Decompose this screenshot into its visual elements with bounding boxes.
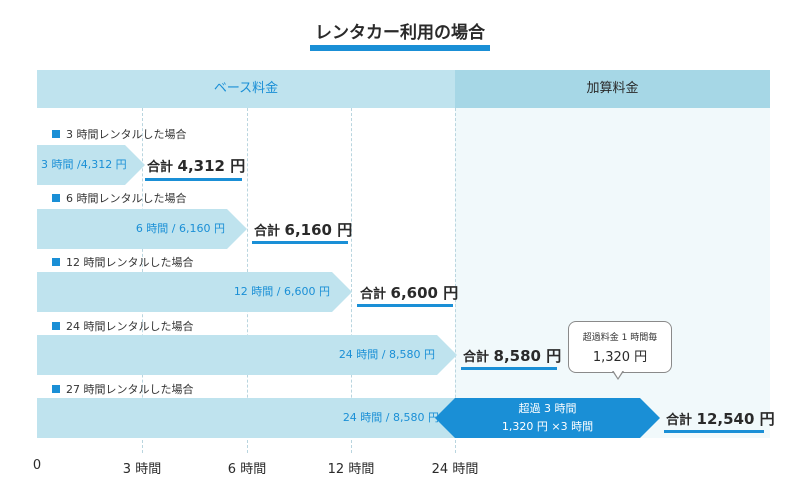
row-label-24h: 24 時間レンタルした場合 xyxy=(52,318,194,334)
bullet-square-icon xyxy=(52,322,60,330)
total-24h: 合計 8,580 円 xyxy=(463,347,562,365)
axis-label-12h: 12 時間 xyxy=(327,462,375,477)
bar-3h-label: 3 時間 /4,312 円 xyxy=(41,158,127,171)
axis-label-24h: 24 時間 xyxy=(431,462,479,477)
base-fee-label: ベース料金 xyxy=(213,81,279,96)
overage-line2: 1,320 円 ×3 時間 xyxy=(501,420,594,433)
total-27h-underline xyxy=(664,430,764,433)
overage-rate-callout: 超過料金 1 時間毎 1,320 円 xyxy=(568,321,672,373)
bar-3h: 3 時間 /4,312 円 xyxy=(37,145,145,185)
diagram-title: レンタカー利用の場合 xyxy=(315,23,485,43)
bullet-square-icon xyxy=(52,194,60,202)
total-3h-underline xyxy=(145,178,242,181)
bar-6h: 6 時間 / 6,160 円 xyxy=(37,209,247,249)
row-label-27h: 27 時間レンタルした場合 xyxy=(52,381,194,397)
callout-line2: 1,320 円 xyxy=(592,350,648,365)
total-12h: 合計 6,600 円 xyxy=(360,284,459,302)
extra-fee-header: 加算料金 xyxy=(455,70,770,108)
total-6h: 合計 6,160 円 xyxy=(254,221,353,239)
bar-27h-label: 24 時間 / 8,580 円 xyxy=(342,411,439,424)
row-label-6h: 6 時間レンタルした場合 xyxy=(52,190,187,206)
bullet-square-icon xyxy=(52,258,60,266)
total-27h: 合計 12,540 円 xyxy=(666,410,775,428)
axis-label-0: 0 xyxy=(32,458,42,473)
axis-label-6h: 6 時間 xyxy=(227,462,267,477)
bar-12h-label: 12 時間 / 6,600 円 xyxy=(233,285,330,298)
overage-line1: 超過 3 時間 xyxy=(518,402,577,415)
bar-27h-base: 24 時間 / 8,580 円 xyxy=(37,398,455,438)
extra-fee-label: 加算料金 xyxy=(586,81,639,96)
bar-12h: 12 時間 / 6,600 円 xyxy=(37,272,352,312)
bullet-square-icon xyxy=(52,385,60,393)
total-3h: 合計 4,312 円 xyxy=(147,157,246,175)
row-label-3h: 3 時間レンタルした場合 xyxy=(52,126,187,142)
callout-tail-inner xyxy=(613,370,623,378)
bar-27h-overage: 超過 3 時間 1,320 円 ×3 時間 xyxy=(435,398,660,438)
gridline-12h xyxy=(351,108,352,453)
title-underline xyxy=(310,45,490,51)
total-24h-underline xyxy=(461,367,557,370)
bullet-square-icon xyxy=(52,130,60,138)
bar-24h-label: 24 時間 / 8,580 円 xyxy=(338,348,435,361)
gridline-24h xyxy=(455,108,456,453)
bar-6h-label: 6 時間 / 6,160 円 xyxy=(135,222,225,235)
base-fee-header: ベース料金 xyxy=(37,70,455,108)
callout-line1: 超過料金 1 時間毎 xyxy=(582,333,658,343)
bar-24h: 24 時間 / 8,580 円 xyxy=(37,335,457,375)
axis-label-3h: 3 時間 xyxy=(122,462,162,477)
total-6h-underline xyxy=(252,241,348,244)
extra-fee-area xyxy=(455,108,770,438)
total-12h-underline xyxy=(357,304,453,307)
row-label-12h: 12 時間レンタルした場合 xyxy=(52,254,194,270)
